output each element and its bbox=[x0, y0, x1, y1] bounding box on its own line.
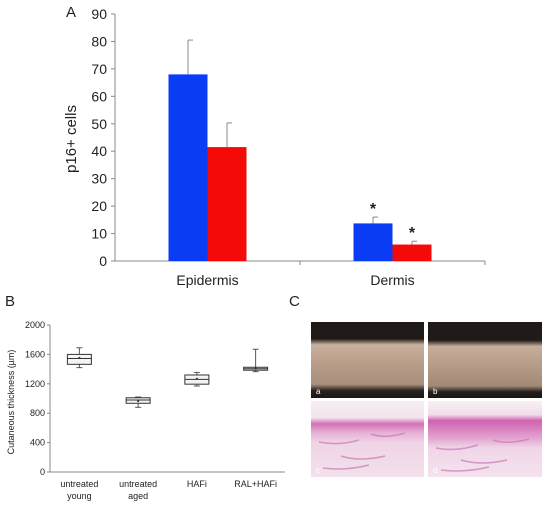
y-tick-label: 2000 bbox=[25, 320, 45, 330]
dermis-streaks-d bbox=[435, 438, 530, 472]
photo-label-d: d bbox=[433, 466, 437, 475]
x-category-label: HAFi bbox=[187, 479, 207, 489]
mean-dot bbox=[78, 356, 81, 359]
clinical-photo-collage: a b c d bbox=[311, 322, 542, 477]
bar bbox=[392, 244, 432, 261]
panel-b-label: B bbox=[5, 293, 16, 310]
y-tick-label: 0 bbox=[99, 253, 107, 269]
photo-label-b: b bbox=[433, 387, 438, 396]
y-tick-label: 70 bbox=[91, 61, 107, 77]
x-category-label-line: aged bbox=[128, 491, 148, 501]
mean-dot bbox=[195, 377, 198, 380]
bar bbox=[168, 74, 208, 261]
x-category-label: Epidermis bbox=[176, 272, 238, 288]
box bbox=[66, 353, 92, 365]
panel-a-label: A bbox=[66, 4, 77, 21]
x-category-label: Dermis bbox=[370, 272, 414, 288]
x-category-label-line: untreated bbox=[119, 479, 157, 489]
mean-dot bbox=[254, 367, 257, 370]
photo-b bbox=[428, 322, 542, 398]
x-category-label: untreated young bbox=[60, 479, 98, 501]
photo-grid: a b c d bbox=[311, 322, 542, 477]
significance-marker: * bbox=[370, 201, 377, 218]
y-tick-label: 1200 bbox=[25, 379, 45, 389]
y-tick-label: 400 bbox=[30, 438, 45, 448]
y-axis-label: Cutaneous thickness (µm) bbox=[6, 350, 16, 455]
bar-chart-p16: p16+ cells 0 10 20 30 40 50 60 70 80 90 Epidermis D… bbox=[63, 6, 486, 288]
y-tick-label: 0 bbox=[40, 467, 45, 477]
x-category-label-line: untreated bbox=[60, 479, 98, 489]
x-category-label: untreated aged bbox=[119, 479, 157, 501]
photo-label-c: c bbox=[316, 466, 320, 475]
x-category-label-line: RAL+HAFi bbox=[234, 479, 277, 489]
x-category-label: RAL+HAFi bbox=[234, 479, 277, 489]
y-tick-label: 60 bbox=[91, 88, 107, 104]
bar bbox=[353, 223, 393, 261]
y-tick-label: 90 bbox=[91, 6, 107, 22]
photo-label-a: a bbox=[316, 387, 321, 396]
y-tick-label: 30 bbox=[91, 171, 107, 187]
y-tick-label: 20 bbox=[91, 198, 107, 214]
x-category-label-line: young bbox=[67, 491, 92, 501]
y-tick-label: 10 bbox=[91, 226, 107, 242]
panel-c-label: C bbox=[289, 293, 300, 310]
x-category-label-line: HAFi bbox=[187, 479, 207, 489]
dermis-streaks-c bbox=[318, 432, 406, 470]
photo-d bbox=[428, 401, 542, 477]
y-tick-label: 800 bbox=[30, 408, 45, 418]
photo-c bbox=[311, 401, 424, 477]
photo-a bbox=[311, 322, 424, 398]
significance-marker: * bbox=[409, 225, 416, 242]
box-plot-thickness: Cutaneous thickness (µm) 0 400 800 1200 1600… bbox=[6, 320, 285, 501]
y-tick-label: 50 bbox=[91, 116, 107, 132]
bar bbox=[207, 147, 247, 261]
y-tick-label: 80 bbox=[91, 33, 107, 49]
y-axis-label: p16+ cells bbox=[63, 105, 80, 173]
y-tick-label: 1600 bbox=[25, 349, 45, 359]
y-tick-label: 40 bbox=[91, 143, 107, 159]
mean-dot bbox=[137, 400, 140, 403]
